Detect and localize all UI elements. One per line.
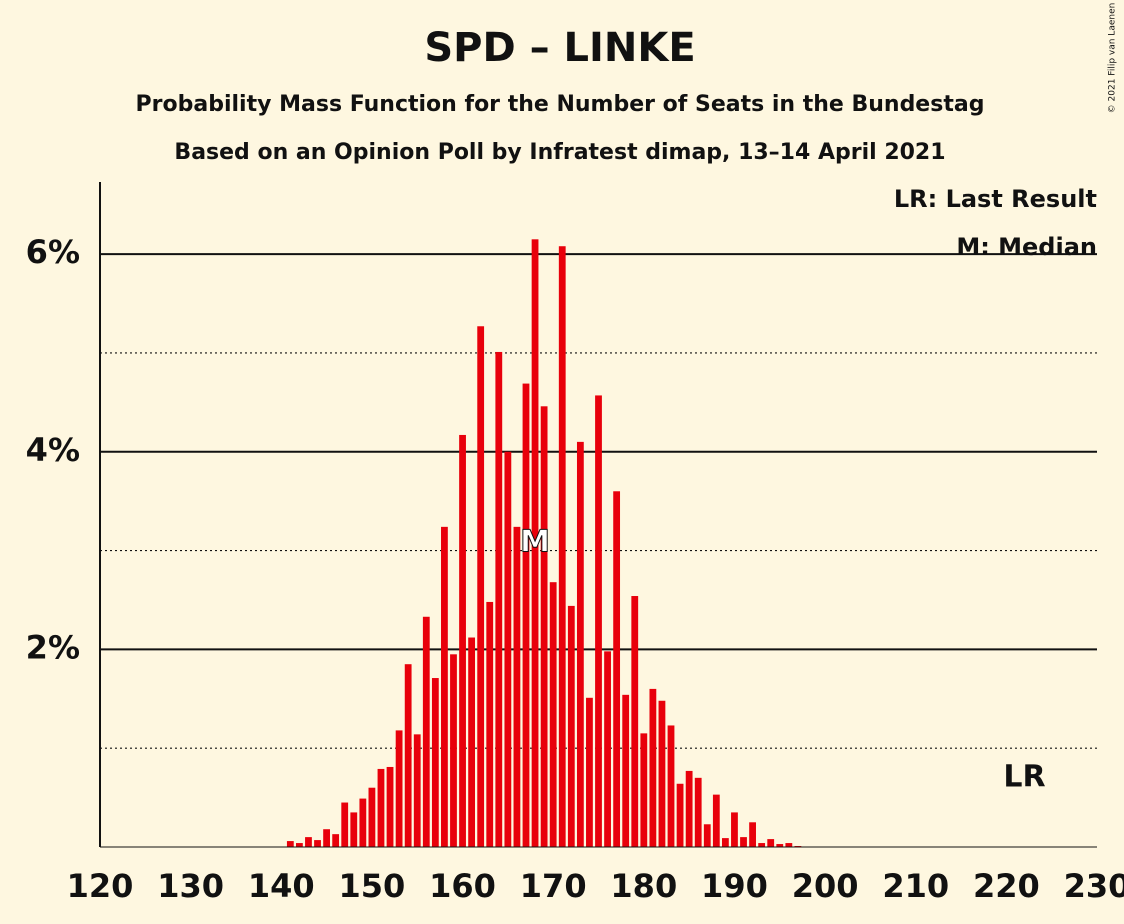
bar	[586, 697, 593, 847]
legend-entry: LR: Last Result	[894, 185, 1097, 213]
bar	[667, 725, 675, 847]
x-tick-label: 170	[520, 867, 587, 905]
bar	[341, 802, 349, 847]
bar	[749, 822, 756, 847]
bar	[685, 770, 693, 847]
chart-title: SPD – LINKE	[424, 25, 695, 71]
bar	[558, 246, 566, 847]
bar	[332, 834, 340, 847]
bar	[459, 434, 466, 847]
bar	[522, 383, 530, 847]
bar	[296, 843, 303, 847]
bar	[549, 582, 557, 847]
bar	[649, 688, 657, 847]
bar	[595, 395, 602, 847]
bar	[640, 733, 648, 847]
bar	[613, 491, 621, 847]
bar	[413, 734, 421, 847]
bar	[422, 616, 430, 847]
bar	[785, 843, 793, 847]
bar	[676, 783, 684, 847]
x-tick-label: 210	[882, 867, 949, 905]
x-tick-label: 220	[973, 867, 1040, 905]
x-tick-label: 130	[157, 867, 224, 905]
bar	[567, 605, 575, 847]
bar	[513, 526, 521, 847]
bar	[658, 700, 666, 847]
y-tick-label: 6%	[26, 233, 80, 271]
bar	[395, 730, 403, 847]
bar	[622, 694, 630, 847]
bar	[540, 406, 548, 847]
bar	[604, 651, 611, 847]
bar	[694, 777, 702, 847]
bar	[431, 678, 439, 847]
bar	[486, 601, 494, 847]
bar	[740, 837, 747, 847]
bar	[350, 812, 358, 847]
bar	[495, 351, 503, 847]
bar	[731, 812, 738, 847]
bar	[776, 844, 784, 847]
x-tick-label: 150	[339, 867, 406, 905]
bar	[386, 766, 394, 847]
y-tick-label: 2%	[26, 628, 80, 666]
bar	[377, 768, 385, 847]
last-result-marker: LR	[1003, 760, 1045, 795]
legend-entry: M: Median	[956, 233, 1097, 261]
bar	[721, 838, 729, 847]
y-tick-label: 4%	[26, 431, 80, 469]
chart-subtitle: Probability Mass Function for the Number…	[136, 92, 985, 117]
bar	[450, 654, 457, 847]
median-marker: M	[520, 525, 550, 560]
bar	[305, 837, 312, 847]
bar	[477, 326, 485, 847]
bar	[712, 794, 720, 847]
bar	[368, 787, 376, 847]
bar	[286, 841, 294, 847]
bar	[323, 829, 330, 847]
bar	[767, 839, 775, 847]
bar	[576, 441, 584, 847]
bar	[703, 824, 711, 847]
bar	[504, 451, 512, 847]
bar	[531, 239, 539, 847]
x-tick-label: 120	[67, 867, 134, 905]
x-tick-label: 190	[701, 867, 768, 905]
x-tick-label: 230	[1064, 867, 1124, 905]
x-tick-label: 200	[792, 867, 859, 905]
bar	[631, 596, 639, 847]
bar	[359, 798, 367, 847]
bar	[404, 664, 412, 847]
x-tick-label: 180	[610, 867, 677, 905]
bar	[314, 840, 321, 847]
bar	[441, 526, 448, 847]
x-tick-label: 160	[429, 867, 496, 905]
chart-subtitle: Based on an Opinion Poll by Infratest di…	[174, 140, 945, 165]
copyright: © 2021 Filip van Laenen	[1108, 3, 1118, 114]
x-tick-label: 140	[248, 867, 315, 905]
bar	[758, 843, 766, 847]
bar	[468, 637, 476, 847]
